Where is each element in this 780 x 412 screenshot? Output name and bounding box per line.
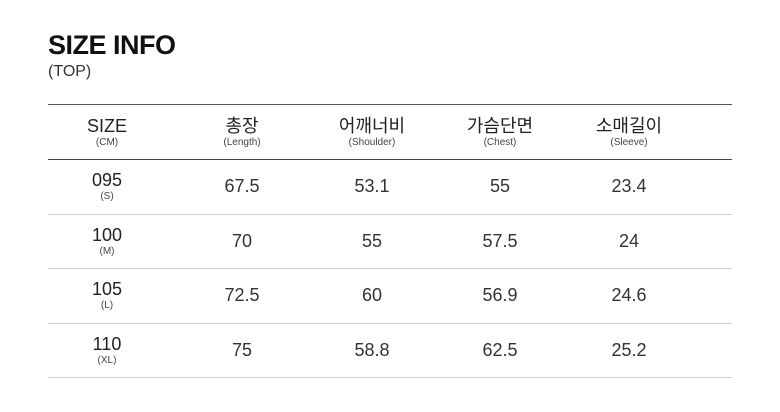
header-label: 소매길이 xyxy=(595,115,663,136)
size-value: 095 xyxy=(91,170,123,191)
table-row: 110 (XL) 75 58.8 62.5 25.2 xyxy=(47,324,732,378)
header-label: 어깨너비 xyxy=(338,115,406,136)
measurement-cell: 67.5 xyxy=(182,160,302,214)
measurement-cell: 58.8 xyxy=(312,324,432,378)
header-sub: (Length) xyxy=(223,136,261,148)
table-row: 095 (S) 67.5 53.1 55 23.4 xyxy=(48,160,732,215)
size-cell: 105 (L) xyxy=(47,269,167,323)
measurement-value: 75 xyxy=(231,339,253,360)
measurement-value: 25.2 xyxy=(611,339,647,360)
measurement-value: 55 xyxy=(489,176,511,197)
measurement-cell: 24.6 xyxy=(569,269,689,323)
measurement-value: 57.5 xyxy=(482,230,518,251)
size-code: (M) xyxy=(99,245,115,257)
header-sleeve: 소매길이 (Sleeve) xyxy=(569,105,689,159)
header-length: 총장 (Length) xyxy=(182,105,302,159)
table-row: 105 (L) 72.5 60 56.9 24.6 xyxy=(48,269,732,324)
measurement-value: 24.6 xyxy=(611,285,647,306)
page-title: SIZE INFO xyxy=(48,30,176,60)
header-chest: 가슴단면 (Chest) xyxy=(440,105,560,159)
measurement-value: 62.5 xyxy=(482,339,518,360)
header-label: SIZE xyxy=(86,115,127,136)
size-cell: 110 (XL) xyxy=(47,324,167,378)
measurement-value: 55 xyxy=(361,230,383,251)
measurement-cell: 70 xyxy=(182,215,302,269)
measurement-value: 72.5 xyxy=(224,285,260,306)
header-size: SIZE (CM) xyxy=(47,105,167,159)
size-value: 100 xyxy=(91,224,123,245)
header-sub: (Chest) xyxy=(483,136,517,148)
measurement-cell: 25.2 xyxy=(569,324,689,378)
measurement-value: 60 xyxy=(361,285,383,306)
measurement-value: 56.9 xyxy=(482,285,518,306)
measurement-cell: 53.1 xyxy=(312,160,432,214)
header-label: 총장 xyxy=(225,115,259,136)
measurement-cell: 62.5 xyxy=(440,324,560,378)
page-subtitle: (TOP) xyxy=(48,63,92,80)
header-shoulder: 어깨너비 (Shoulder) xyxy=(312,105,432,159)
header-sub: (Shoulder) xyxy=(348,136,396,148)
table-header: SIZE (CM) 총장 (Length) 어깨너비 (Shoulder) 가슴단면(… xyxy=(48,105,732,160)
measurement-value: 67.5 xyxy=(224,176,260,197)
header-label: 가슴단면 xyxy=(466,115,534,136)
measurement-value: 24 xyxy=(618,230,640,251)
size-code: (S) xyxy=(100,191,114,203)
size-cell: 100 (M) xyxy=(47,215,167,269)
size-value: 110 xyxy=(92,333,122,354)
measurement-cell: 23.4 xyxy=(569,160,689,214)
measurement-value: 58.8 xyxy=(354,339,390,360)
size-code: (L) xyxy=(100,300,114,312)
size-cell: 095 (S) xyxy=(47,160,167,214)
measurement-cell: 55 xyxy=(440,160,560,214)
measurement-value: 70 xyxy=(231,230,253,251)
header-sub: (CM) xyxy=(95,136,119,148)
size-code: (XL) xyxy=(97,354,117,366)
size-value: 105 xyxy=(91,279,123,300)
measurement-cell: 56.9 xyxy=(440,269,560,323)
size-table: SIZE (CM) 총장 (Length) 어깨너비 (Shoulder) 가슴단면(… xyxy=(48,104,732,378)
measurement-cell: 55 xyxy=(312,215,432,269)
measurement-cell: 57.5 xyxy=(440,215,560,269)
table-row: 100 (M) 70 55 57.5 24 xyxy=(47,215,732,269)
measurement-cell: 75 xyxy=(182,324,302,378)
measurement-cell: 24 xyxy=(569,215,689,269)
measurement-cell: 72.5 xyxy=(182,269,302,323)
header-sub: (Sleeve) xyxy=(610,136,648,148)
measurement-cell: 60 xyxy=(312,269,432,323)
measurement-value: 23.4 xyxy=(611,176,647,197)
measurement-value: 53.1 xyxy=(354,176,390,197)
